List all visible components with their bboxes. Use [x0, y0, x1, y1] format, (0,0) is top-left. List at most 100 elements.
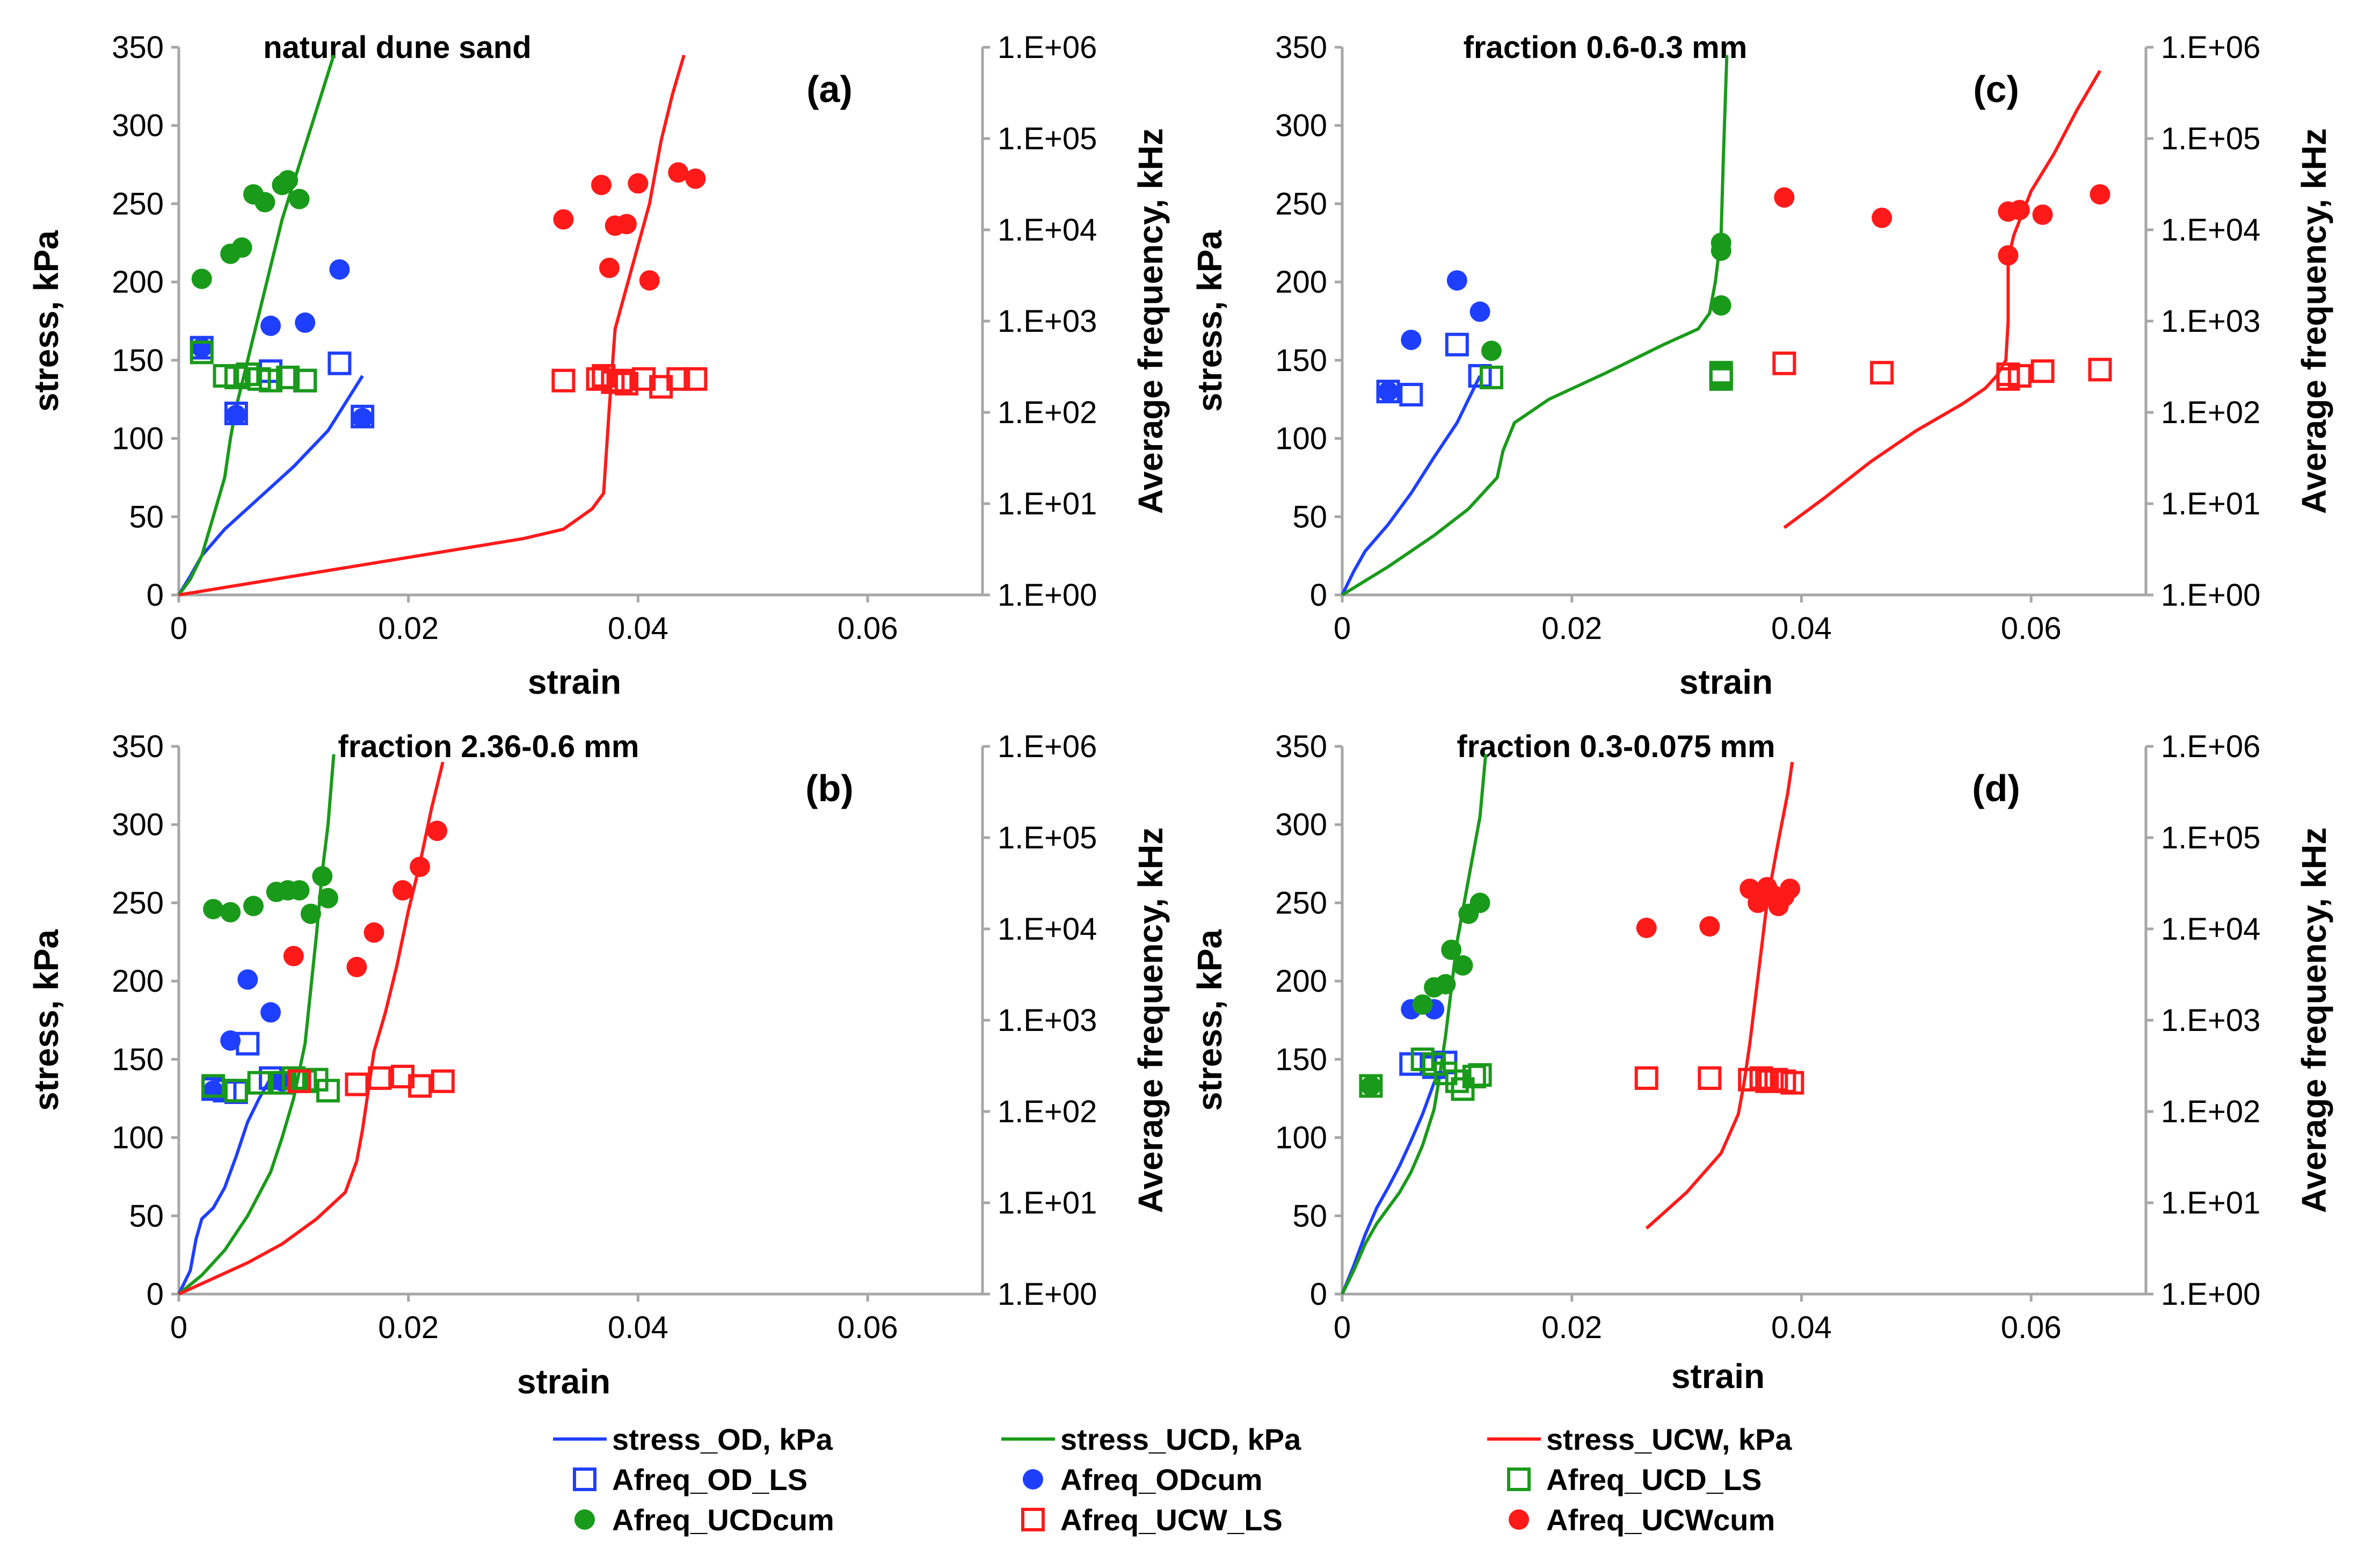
y-tick-label: 0: [147, 1277, 164, 1312]
y-tick-label: 100: [112, 422, 164, 456]
legend-item: Afreq_ODcum: [1023, 1463, 1263, 1496]
x-axis-label: strain: [517, 1362, 610, 1401]
y-tick-label: 0: [1310, 578, 1327, 613]
y2-tick-label: 1.E+06: [2161, 729, 2260, 764]
x-tick-label: 0: [1334, 1310, 1351, 1345]
chart-title: fraction 0.3-0.075 mm: [1457, 729, 1775, 764]
y-tick-label: 150: [112, 343, 164, 378]
data-point-afreq-ucdcum: [1452, 955, 1473, 976]
data-point-afreq-ucdcum: [300, 903, 321, 924]
y-tick-label: 350: [112, 729, 164, 764]
data-point-afreq-ucw-ls: [368, 1066, 392, 1090]
data-point-afreq-odcum: [203, 1080, 224, 1101]
y2-tick-label: 1.E+01: [2161, 486, 2260, 521]
y2-tick-label: 1.E+06: [998, 30, 1097, 65]
legend-label: stress_OD, kPa: [612, 1422, 833, 1456]
x-tick-label: 0.02: [1541, 1310, 1602, 1345]
x-tick-label: 0.06: [838, 1310, 898, 1345]
data-point-afreq-ucd-ls: [1468, 1063, 1492, 1087]
y-tick-label: 250: [1275, 186, 1327, 221]
legend-square-swatch: [1507, 1467, 1531, 1491]
data-point-afreq-odcum: [225, 404, 246, 425]
x-tick-label: 0.04: [1771, 611, 1832, 646]
legend: stress_OD, kPa stress_UCD, kPa stress_UCW,…: [553, 1422, 1792, 1537]
legend-label: stress_UCD, kPa: [1060, 1422, 1301, 1456]
y-tick-label: 150: [1275, 1042, 1327, 1077]
data-point-afreq-ucd-ls: [316, 1079, 340, 1103]
y-tick-label: 250: [1275, 885, 1327, 920]
y-tick-label: 350: [1275, 729, 1327, 764]
y-tick-label: 200: [112, 265, 164, 300]
y2-tick-label: 1.E+00: [998, 578, 1097, 613]
x-tick-label: 0.06: [2001, 1310, 2062, 1345]
y2-tick-label: 1.E+01: [998, 1186, 1097, 1220]
y2-tick-label: 1.E+02: [998, 395, 1097, 430]
data-point-afreq-ucd-ls: [1480, 365, 1504, 389]
data-point-afreq-odcum: [237, 969, 258, 990]
data-point-afreq-ucdcum: [312, 866, 333, 887]
chart-panel-a: 0 50 100 150 200 250 300 350 1.E+00 1.E+01 1.E+02 1…: [27, 30, 1170, 701]
data-point-afreq-ucw-ls: [1780, 1071, 1804, 1095]
data-point-afreq-ucwcum: [599, 257, 620, 278]
data-point-afreq-ucw-ls: [1772, 351, 1796, 375]
data-point-afreq-od-ls: [327, 351, 352, 375]
legend-label: Afreq_UCDcum: [612, 1503, 834, 1537]
y2-tick-label: 1.E+04: [998, 213, 1097, 248]
data-point-afreq-odcum: [1469, 301, 1490, 322]
y-tick-label: 50: [129, 499, 164, 534]
data-point-afreq-ucw-ls: [345, 1072, 369, 1096]
data-point-afreq-ucw-ls: [1870, 361, 1894, 385]
y-tick-label: 100: [1275, 422, 1327, 456]
legend-label: Afreq_ODcum: [1060, 1463, 1263, 1496]
series-line-stress-ucw: [1645, 761, 1794, 1230]
data-point-afreq-ucwcum: [591, 175, 612, 195]
data-point-afreq-ucw-ls: [1698, 1066, 1722, 1090]
y-tick-label: 300: [112, 808, 164, 842]
data-point-afreq-ucw-ls: [666, 367, 690, 391]
x-tick-label: 0.02: [378, 611, 439, 646]
data-point-afreq-ucdcum: [1481, 340, 1502, 361]
data-point-afreq-odcum: [329, 259, 350, 280]
x-tick-label: 0: [170, 611, 187, 646]
data-point-afreq-odcum: [191, 337, 212, 358]
data-point-afreq-ucdcum: [231, 237, 252, 258]
data-point-afreq-ucwcum: [2009, 200, 2030, 221]
data-point-afreq-ucdcum: [191, 268, 212, 289]
legend-item: stress_OD, kPa: [553, 1422, 833, 1456]
y2-tick-label: 1.E+03: [2161, 1003, 2260, 1038]
data-point-afreq-odcum: [1378, 381, 1399, 402]
data-point-afreq-ucw-ls: [2007, 364, 2032, 388]
y2-tick-label: 1.E+02: [2161, 1094, 2260, 1129]
y-tick-label: 50: [1292, 499, 1327, 534]
y2-axis-label: Average frequency, kHz: [1131, 128, 1170, 514]
y-axis-label: stress, kPa: [27, 230, 65, 412]
data-point-afreq-ucwcum: [363, 922, 384, 943]
y-tick-label: 0: [147, 578, 164, 613]
y2-tick-label: 1.E+05: [2161, 121, 2260, 156]
data-point-afreq-odcum: [220, 1030, 241, 1051]
y-tick-label: 150: [112, 1042, 164, 1077]
legend-label: Afreq_UCW_LS: [1060, 1503, 1283, 1537]
data-point-afreq-ucwcum: [1998, 245, 2019, 266]
data-point-afreq-ucw-ls: [649, 375, 673, 399]
chart-title: fraction 0.6-0.3 mm: [1464, 30, 1748, 65]
data-point-afreq-ucd-ls: [1709, 361, 1733, 385]
data-point-afreq-ucd-ls: [1445, 1069, 1469, 1093]
x-axis-label: strain: [1679, 663, 1773, 701]
y2-tick-label: 1.E+00: [2161, 1277, 2260, 1312]
data-point-afreq-ucdcum: [289, 188, 310, 209]
chart-panel-d: 0 50 100 150 200 250 300 350 1.E+00 1.E+01 1.E+02 1…: [1190, 729, 2333, 1396]
y2-tick-label: 1.E+03: [2161, 304, 2260, 339]
data-point-afreq-ucwcum: [346, 956, 367, 977]
data-point-afreq-ucwcum: [668, 162, 689, 183]
legend-circle-swatch: [1023, 1469, 1043, 1490]
x-tick-label: 0: [1334, 611, 1351, 646]
legend-label: stress_UCW, kPa: [1546, 1422, 1792, 1456]
data-point-afreq-ucdcum: [289, 880, 310, 901]
data-point-afreq-ucwcum: [685, 168, 706, 189]
legend-item: Afreq_UCDcum: [574, 1503, 834, 1537]
chart-title: natural dune sand: [263, 30, 532, 65]
legend-circle-swatch: [1509, 1509, 1529, 1530]
legend-circle-swatch: [574, 1509, 595, 1530]
data-point-afreq-ucdcum: [1435, 973, 1456, 994]
